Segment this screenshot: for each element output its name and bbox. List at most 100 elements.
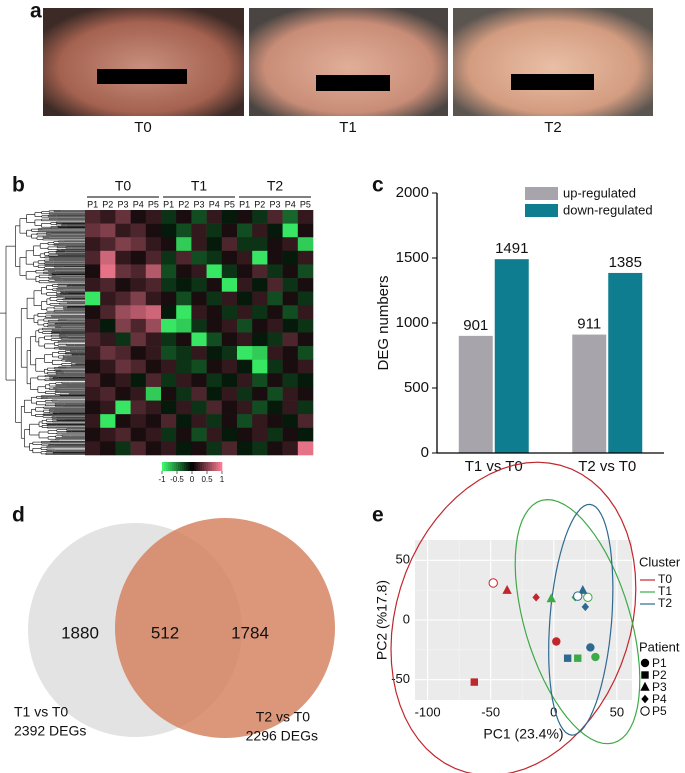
colorbar-step [202, 462, 205, 471]
heat-cell [267, 414, 283, 429]
legend-title: Cluster [639, 554, 681, 569]
heat-cell [221, 346, 238, 361]
point [573, 591, 583, 601]
heat-cell [282, 346, 299, 361]
point [591, 652, 600, 662]
heat-cell [206, 250, 223, 265]
heat-cell [282, 386, 299, 401]
heat-cell [85, 305, 101, 320]
heat-cell [237, 414, 253, 429]
heat-cell [85, 278, 101, 292]
legend-label: up-regulated [563, 185, 636, 200]
heat-cell [115, 373, 131, 388]
heat-cell [100, 373, 116, 388]
heat-cell [221, 441, 238, 456]
heat-cell [191, 318, 207, 333]
heat-cell [297, 250, 314, 265]
x-tick-label: -100 [415, 704, 441, 719]
heat-cell [161, 427, 177, 442]
heat-cell [252, 210, 268, 224]
heat-cell [176, 305, 192, 320]
heat-cell [161, 400, 177, 415]
heat-cell [282, 305, 299, 320]
heat-cell [145, 264, 162, 279]
heat-cell [237, 427, 253, 442]
heat-cell [85, 264, 101, 279]
heat-cell [297, 359, 314, 374]
heat-cell [252, 359, 268, 374]
heat-cell [282, 400, 299, 415]
heat-cell [85, 359, 101, 374]
heat-cell [191, 210, 207, 224]
heat-cell [221, 373, 238, 388]
heat-cell [145, 237, 162, 252]
heat-cell [282, 250, 299, 265]
heat-cell [206, 346, 223, 361]
y-tick-label: 50 [396, 552, 410, 567]
heat-cell [221, 237, 238, 252]
heat-cell [161, 359, 177, 374]
heat-cell [221, 264, 238, 279]
y-tick-label: 500 [404, 379, 429, 396]
column-label: P2 [102, 199, 113, 209]
point [563, 654, 572, 662]
set-name: T1 vs T0 [14, 704, 68, 720]
heat-cell [100, 223, 116, 238]
legend-marker [641, 671, 649, 679]
legend-marker [640, 706, 650, 716]
heat-cell [115, 278, 131, 292]
heat-cell [221, 414, 238, 429]
heat-cell [267, 386, 283, 401]
heat-cell [145, 305, 162, 320]
confidence-ellipse [390, 461, 637, 773]
heat-cell [297, 264, 314, 279]
heat-cell [267, 427, 283, 442]
heat-cell [176, 291, 192, 306]
heat-cell [115, 210, 131, 224]
heat-cell [191, 359, 207, 374]
heat-cell [100, 359, 116, 374]
column-label: P1 [87, 199, 98, 209]
colorbar-step [214, 462, 217, 471]
heat-cell [191, 291, 207, 306]
heat-cell [252, 278, 268, 292]
heat-cell [85, 318, 101, 333]
point [488, 578, 498, 588]
heat-cell [252, 414, 268, 429]
heat-cell [115, 400, 131, 415]
heat-cell [145, 414, 162, 429]
colorbar-step [204, 462, 207, 471]
photo-caption: T2 [544, 119, 562, 136]
legend-marker [640, 681, 650, 691]
heat-cell [115, 386, 131, 401]
colorbar-step [192, 462, 195, 471]
column-label: P4 [133, 199, 144, 209]
heat-cell [282, 264, 299, 279]
heat-cell [100, 346, 116, 361]
heat-cell [282, 414, 299, 429]
heat-cell [252, 223, 268, 238]
heat-cell [145, 250, 162, 265]
heat-cell [100, 291, 116, 306]
heat-cell [191, 400, 207, 415]
set-name: T2 vs T0 [256, 709, 310, 725]
heat-cell [297, 223, 314, 238]
region-count: 1880 [61, 623, 99, 642]
heat-cell [297, 373, 314, 388]
heat-cell [282, 318, 299, 333]
heat-cell [145, 441, 162, 456]
colorbar-step [166, 462, 169, 471]
photo-caption: T1 [339, 119, 357, 136]
heat-cell [100, 278, 116, 292]
heat-cell [130, 332, 147, 347]
heat-cell [176, 441, 192, 456]
heat-cell [252, 441, 268, 456]
heat-cell [252, 386, 268, 401]
x-tick-label: 50 [610, 704, 624, 719]
heat-cell [191, 237, 207, 252]
heat-cell [206, 427, 223, 442]
heat-cell [176, 427, 192, 442]
heat-cell [176, 264, 192, 279]
heat-cell [267, 332, 283, 347]
heat-cell [297, 332, 314, 347]
